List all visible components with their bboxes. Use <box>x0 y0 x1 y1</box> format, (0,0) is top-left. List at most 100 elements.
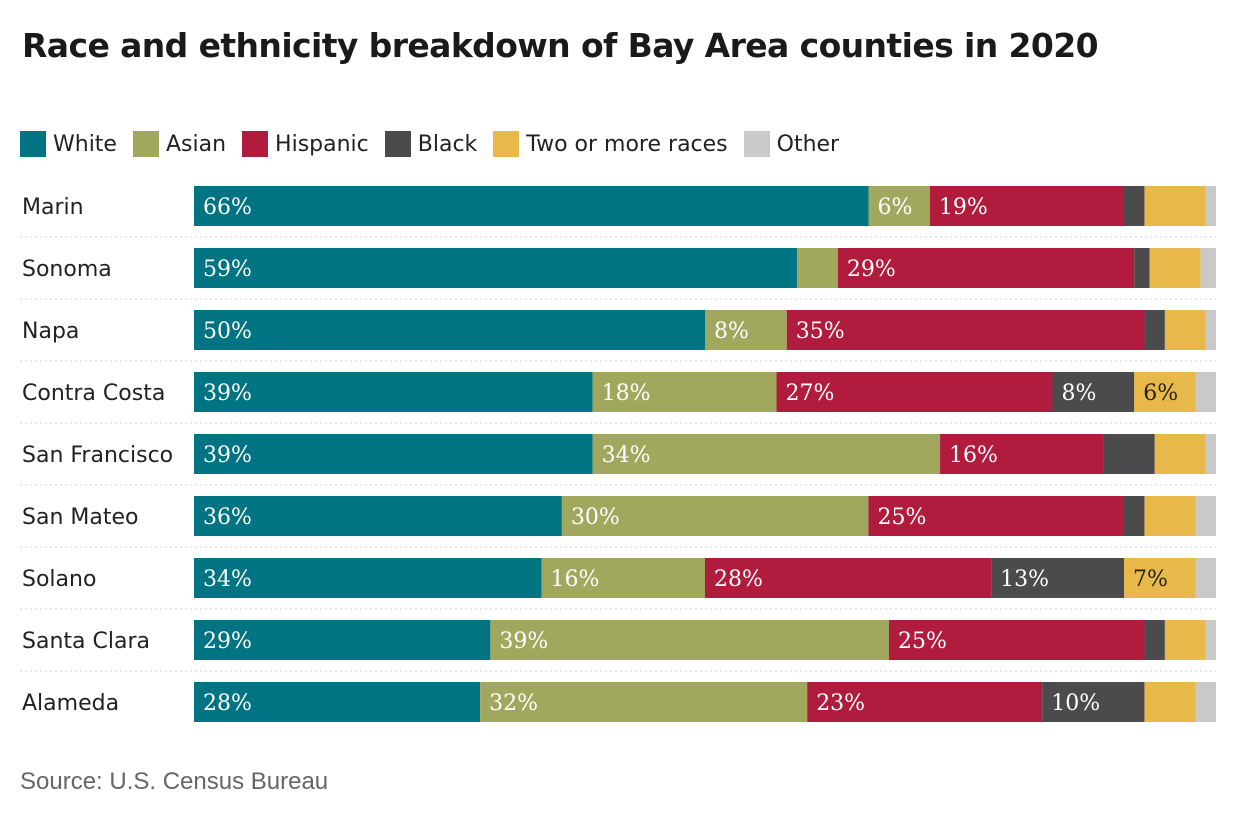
bar-segment-two-or-more-races <box>1144 186 1206 226</box>
bar-segment-white <box>194 186 869 226</box>
bar-segment-black <box>1124 496 1145 536</box>
bar-segment-asian <box>592 372 777 412</box>
legend-swatch <box>493 131 520 157</box>
county-label: San Mateo <box>22 505 138 530</box>
bar-segment-asian <box>480 682 808 722</box>
data-label: 35% <box>796 319 845 344</box>
bar-segment-asian <box>868 186 930 226</box>
data-label: 23% <box>816 691 865 716</box>
bar-segment-black <box>1042 682 1145 722</box>
bar-segment-white <box>194 248 797 288</box>
data-label: 39% <box>203 381 252 406</box>
data-label: 8% <box>1061 381 1096 406</box>
legend-label: Asian <box>165 131 227 157</box>
legend-label: Black <box>417 131 478 157</box>
legend-item-black: Black <box>384 131 478 157</box>
bar-segment-black <box>1124 186 1145 226</box>
bar-segment-two-or-more-races <box>1134 372 1196 412</box>
county-label: Alameda <box>22 691 119 716</box>
data-label: 10% <box>1051 691 1100 716</box>
bar-segment-asian <box>561 496 869 536</box>
data-label: 19% <box>939 195 988 220</box>
bar-segment-two-or-more-races <box>1144 682 1196 722</box>
data-label: 28% <box>203 691 252 716</box>
chart-legend: White Asian Hispanic Black Two or more races… <box>20 131 855 157</box>
county-label: Marin <box>22 195 84 220</box>
bar-segment-hispanic <box>776 372 1053 412</box>
bar-segment-black <box>1103 434 1155 474</box>
legend-swatch <box>384 131 411 157</box>
bar-segment-hispanic <box>705 558 992 598</box>
bar-segment-hispanic <box>888 620 1145 660</box>
data-label: 28% <box>714 567 763 592</box>
bar-segment-other <box>1205 186 1216 226</box>
legend-item-other: Other <box>743 131 840 157</box>
data-label: 7% <box>1133 567 1168 592</box>
data-label: 66% <box>203 195 252 220</box>
data-label: 50% <box>203 319 252 344</box>
bar-segment-two-or-more-races <box>1124 558 1196 598</box>
bar-segment-white <box>194 682 481 722</box>
bar-segment-black <box>1134 248 1150 288</box>
bar-segment-other <box>1195 496 1216 536</box>
legend-label: White <box>53 131 117 157</box>
bar-segment-white <box>194 620 491 660</box>
bar-segment-hispanic <box>940 434 1104 474</box>
bar-segment-black <box>1144 620 1165 660</box>
bar-segment-other <box>1195 558 1216 598</box>
data-label: 25% <box>878 505 927 530</box>
data-label: 29% <box>847 257 896 282</box>
county-label: San Francisco <box>22 443 173 468</box>
county-label: Sonoma <box>22 257 112 282</box>
data-label: 8% <box>714 319 749 344</box>
bar-segment-white <box>194 372 593 412</box>
data-label: 27% <box>786 381 835 406</box>
legend-label: Hispanic <box>275 131 369 157</box>
data-label: 18% <box>602 381 651 406</box>
bar-segment-white <box>194 496 562 536</box>
data-label: 32% <box>489 691 538 716</box>
data-label: 34% <box>203 567 252 592</box>
legend-item-asian: Asian <box>132 131 227 157</box>
data-label: 30% <box>571 505 620 530</box>
bar-segment-two-or-more-races <box>1144 496 1196 536</box>
bar-segment-other <box>1195 372 1216 412</box>
bar-segment-asian <box>541 558 705 598</box>
data-label: 39% <box>203 443 252 468</box>
legend-label: Other <box>776 131 840 157</box>
bar-segment-two-or-more-races <box>1149 248 1201 288</box>
bar-segment-hispanic <box>786 310 1145 350</box>
bar-segment-black <box>1052 372 1135 412</box>
data-label: 36% <box>203 505 252 530</box>
legend-swatch <box>743 131 770 157</box>
legend-swatch <box>132 131 159 157</box>
bar-segment-two-or-more-races <box>1164 620 1206 660</box>
data-label: 29% <box>203 629 252 654</box>
county-label: Santa Clara <box>22 629 150 654</box>
bar-segment-black <box>1144 310 1165 350</box>
county-label: Contra Costa <box>22 381 165 406</box>
bar-segment-two-or-more-races <box>1164 310 1206 350</box>
stacked-bar-chart: Marin 66% 6% 19% Sonoma 59% 29% Napa 50% 8% 35% Con… <box>20 186 1216 722</box>
legend-item-hispanic: Hispanic <box>242 131 369 157</box>
data-label: 16% <box>949 443 998 468</box>
legend-swatch <box>242 131 269 157</box>
bar-segment-white <box>194 558 542 598</box>
data-label: 13% <box>1000 567 1049 592</box>
bar-segment-other <box>1195 682 1216 722</box>
bar-segment-hispanic <box>807 682 1043 722</box>
bar-segment-white <box>194 434 593 474</box>
bar-segment-other <box>1205 620 1216 660</box>
data-label: 34% <box>602 443 651 468</box>
source-note: Source: U.S. Census Bureau <box>20 768 329 795</box>
legend-item-white: White <box>20 131 117 157</box>
county-label: Solano <box>22 567 96 592</box>
bar-segment-other <box>1205 434 1216 474</box>
bar-segment-two-or-more-races <box>1154 434 1206 474</box>
bar-segment-black <box>991 558 1125 598</box>
data-label: 25% <box>898 629 947 654</box>
bar-segment-asian <box>592 434 941 474</box>
bar-segment-other <box>1205 310 1216 350</box>
bar-segment-hispanic <box>929 186 1125 226</box>
data-label: 59% <box>203 257 252 282</box>
